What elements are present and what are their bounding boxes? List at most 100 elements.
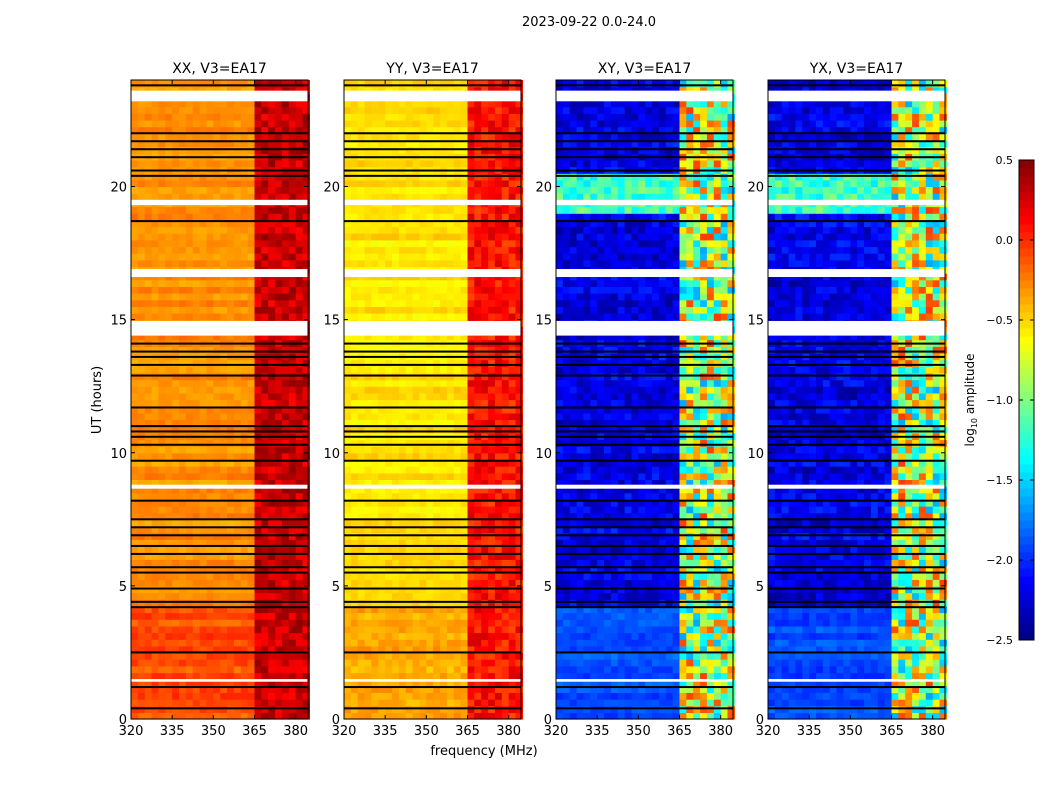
- heatmap-cell: [192, 639, 201, 647]
- heatmap-cell: [385, 679, 393, 687]
- heatmap-cell: [426, 712, 434, 720]
- heatmap-cell: [254, 179, 262, 188]
- heatmap-cell: [405, 233, 414, 241]
- heatmap-cell: [398, 412, 407, 421]
- heatmap-cell: [494, 299, 503, 307]
- heatmap-cell: [199, 246, 208, 254]
- heatmap-cell: [281, 279, 290, 287]
- y-tick-label: 5: [119, 580, 127, 595]
- heatmap-cell: [501, 592, 510, 600]
- heatmap-cell: [385, 605, 393, 614]
- heatmap-cell: [137, 645, 146, 654]
- heatmap-cell: [474, 625, 482, 634]
- heatmap-cell: [412, 179, 421, 188]
- heatmap-cell: [350, 379, 359, 387]
- heatmap-cell: [206, 179, 214, 188]
- heatmap-cell: [440, 246, 448, 254]
- heatmap-cell: [392, 239, 400, 248]
- heatmap-cell: [261, 585, 269, 594]
- heatmap-cell: [385, 406, 393, 414]
- heatmap-cell: [220, 412, 228, 421]
- heatmap-cell: [172, 439, 180, 447]
- heatmap-cell: [151, 80, 160, 88]
- heatmap-cell: [281, 412, 290, 421]
- heatmap-cell: [412, 526, 421, 534]
- heatmap-cell: [419, 699, 427, 707]
- heatmap-cell: [515, 479, 523, 487]
- heatmap-cell: [398, 506, 407, 514]
- heatmap-cell: [213, 226, 221, 234]
- heatmap-cell: [295, 452, 304, 461]
- heatmap-cell: [288, 565, 297, 574]
- heatmap-cell: [412, 233, 421, 241]
- heatmap-cell: [357, 506, 366, 514]
- heatmap-cell: [481, 539, 489, 547]
- heatmap-cell: [220, 499, 228, 507]
- heatmap-cell: [268, 499, 276, 507]
- heatmap-cell: [385, 113, 393, 121]
- heatmap-cell: [137, 579, 146, 587]
- heatmap-cell: [344, 472, 352, 480]
- heatmap-cell: [268, 412, 276, 421]
- heatmap-cell: [405, 332, 414, 341]
- heatmap-cell: [467, 219, 475, 228]
- heatmap-cell: [412, 652, 421, 660]
- heatmap-cell: [364, 206, 373, 214]
- heatmap-cell: [433, 692, 441, 700]
- heatmap-cell: [515, 552, 523, 560]
- heatmap-cell: [481, 619, 489, 627]
- heatmap-cell: [199, 306, 208, 314]
- heatmap-cell: [481, 672, 489, 680]
- heatmap-cell: [254, 372, 262, 381]
- heatmap-cell: [501, 499, 510, 507]
- heatmap-cell: [233, 133, 242, 141]
- heatmap-cell: [405, 126, 414, 134]
- heatmap-cell: [165, 346, 173, 354]
- heatmap-cell: [446, 472, 455, 480]
- heatmap-cell: [295, 466, 304, 474]
- heatmap-cell: [460, 133, 469, 141]
- heatmap-cell: [172, 639, 180, 647]
- heatmap-cell: [199, 466, 208, 474]
- heatmap-cell: [378, 512, 386, 520]
- heatmap-cell: [220, 219, 228, 228]
- heatmap-cell: [488, 552, 496, 560]
- heatmap-cell: [131, 239, 139, 248]
- heatmap-cell: [261, 286, 269, 294]
- heatmap-cell: [261, 392, 269, 401]
- heatmap-cell: [261, 100, 269, 108]
- heatmap-cell: [419, 506, 427, 514]
- heatmap-cell: [412, 106, 421, 114]
- heatmap-cell: [426, 386, 434, 394]
- heatmap-cell: [364, 279, 373, 287]
- heatmap-cell: [405, 299, 414, 307]
- heatmap-cell: [515, 559, 523, 567]
- heatmap-cell: [213, 659, 221, 667]
- heatmap-cell: [281, 672, 290, 680]
- heatmap-cell: [440, 619, 448, 627]
- flagged-line: [131, 425, 308, 428]
- heatmap-cell: [172, 279, 180, 287]
- heatmap-cell: [501, 472, 510, 480]
- heatmap-cell: [247, 412, 256, 421]
- heatmap-cell: [227, 519, 235, 527]
- heatmap-cell: [385, 213, 393, 221]
- heatmap-cell: [192, 139, 201, 148]
- heatmap-cell: [261, 466, 269, 474]
- heatmap-cell: [151, 233, 160, 241]
- heatmap-cell: [426, 392, 434, 401]
- heatmap-cell: [426, 665, 434, 674]
- heatmap-cell: [199, 253, 208, 261]
- heatmap-cell: [295, 359, 304, 367]
- heatmap-cell: [172, 133, 180, 141]
- heatmap-cell: [206, 486, 214, 494]
- heatmap-cell: [446, 379, 455, 387]
- heatmap-cell: [371, 712, 379, 720]
- heatmap-cell: [206, 286, 214, 294]
- heatmap-cell: [185, 359, 194, 367]
- heatmap-cell: [144, 239, 153, 248]
- heatmap-cell: [419, 286, 427, 294]
- heatmap-cell: [446, 279, 455, 287]
- heatmap-cell: [433, 366, 441, 374]
- heatmap-cell: [481, 133, 489, 141]
